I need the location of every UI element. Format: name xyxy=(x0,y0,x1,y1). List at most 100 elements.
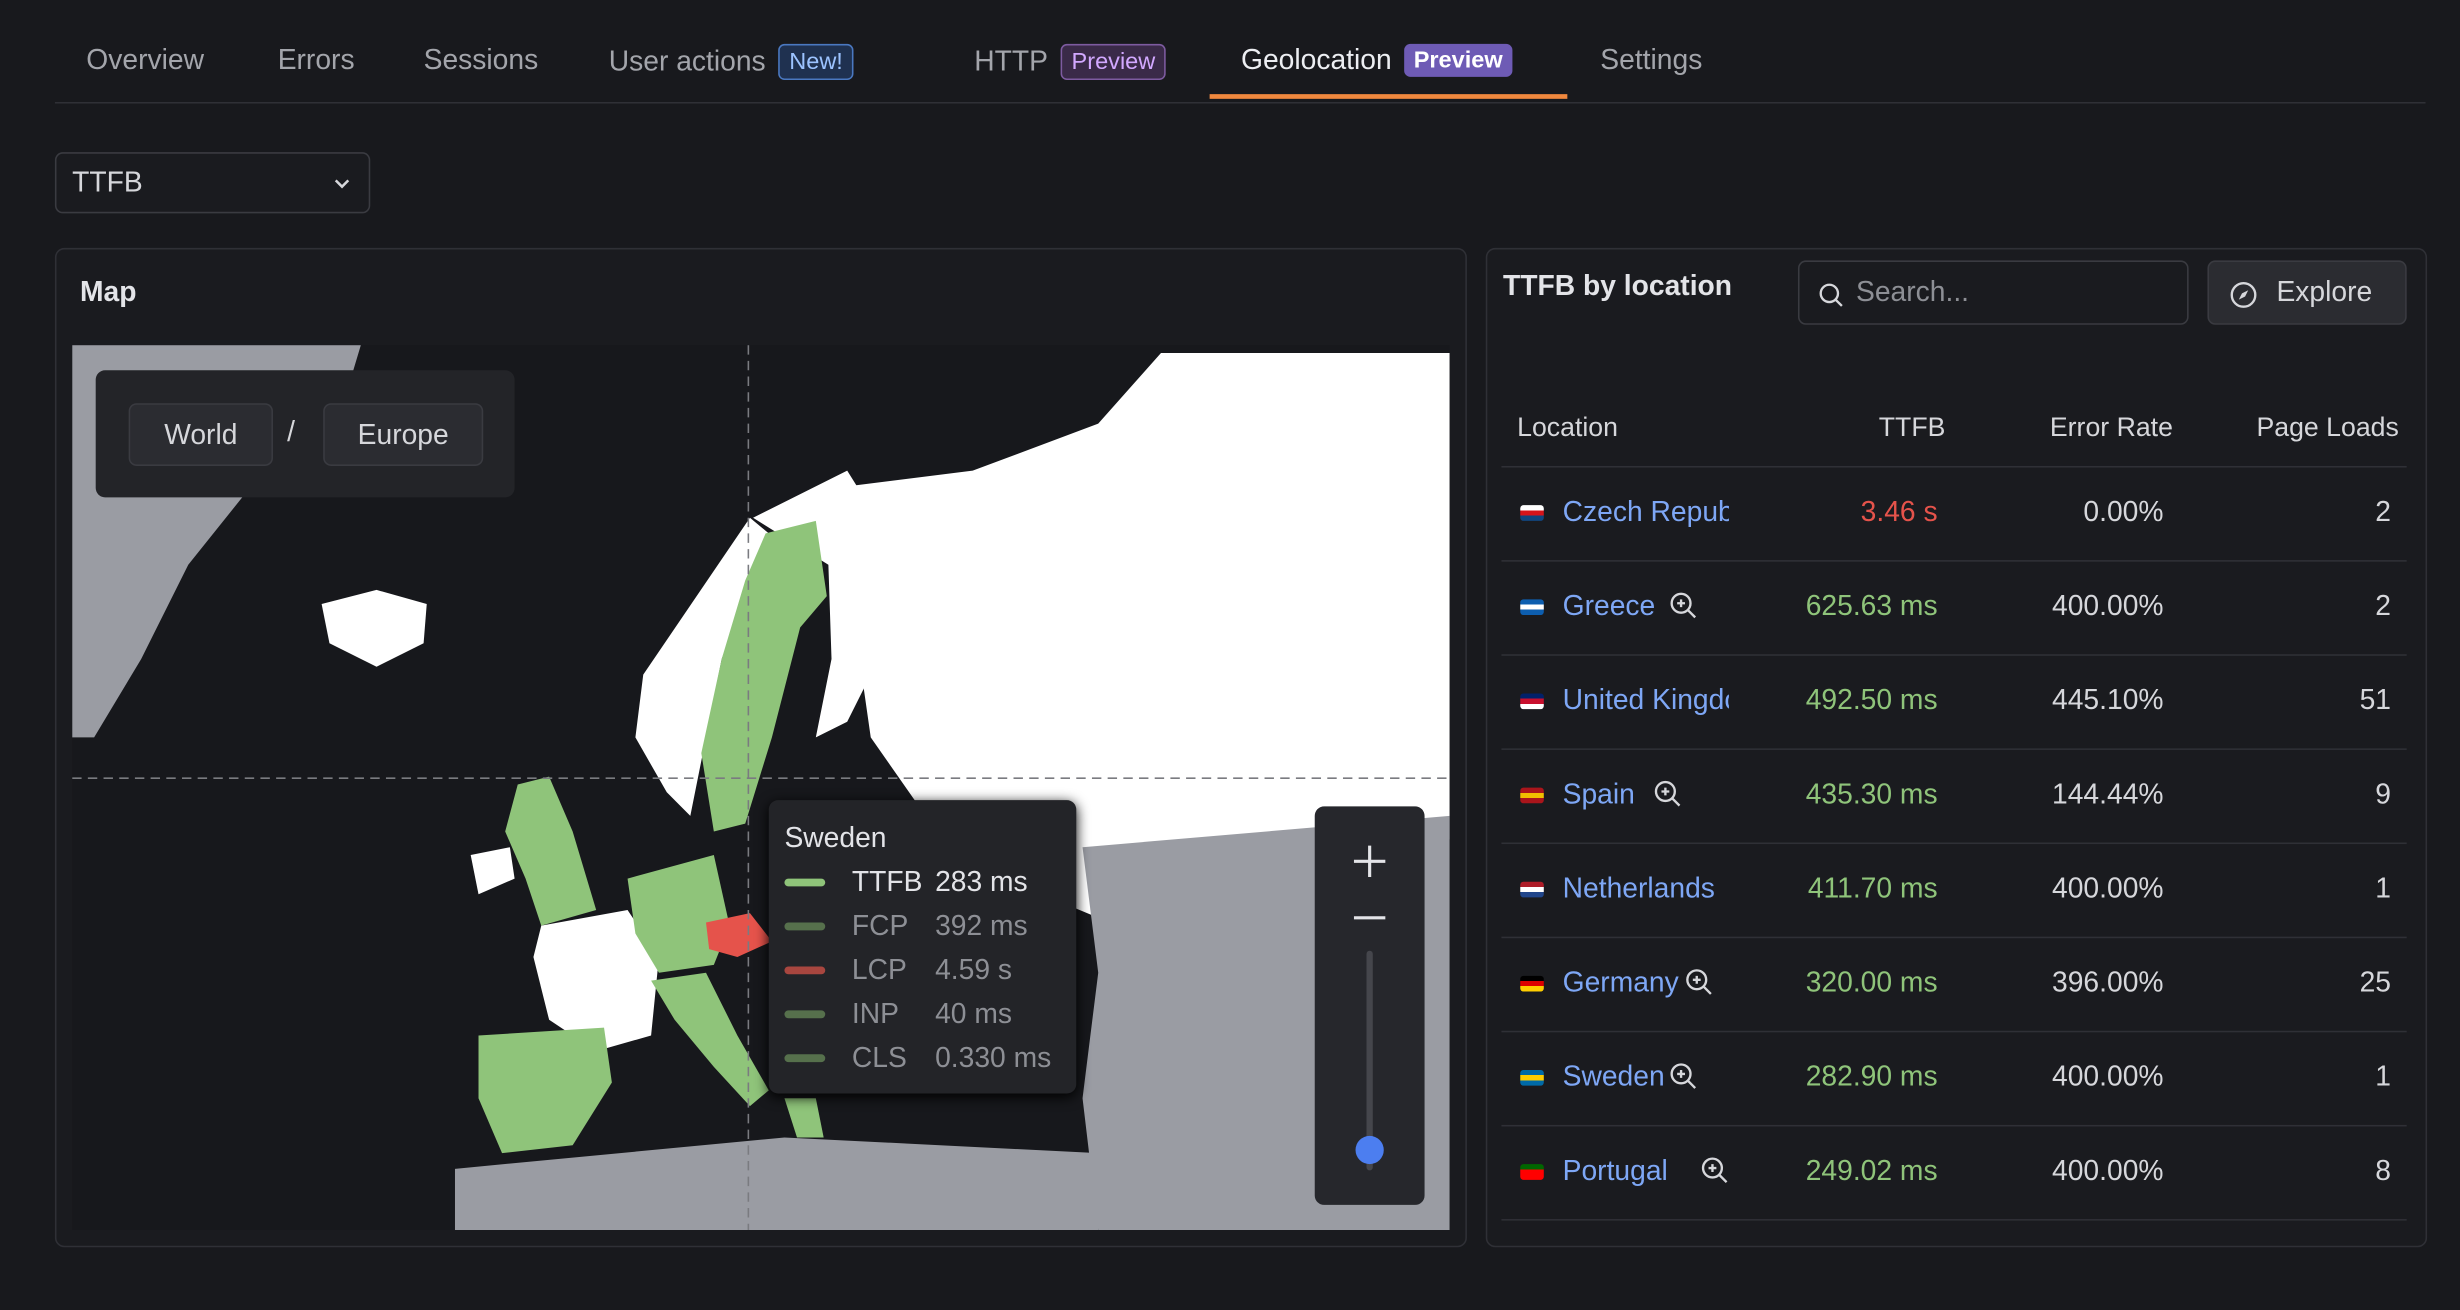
tab-badge: Preview xyxy=(1060,43,1167,81)
column-header: TTFB xyxy=(1878,412,1946,443)
tab[interactable]: User actions New! xyxy=(609,43,854,81)
flag-icon xyxy=(1520,1069,1544,1086)
zoom-to-location[interactable] xyxy=(1669,1062,1697,1090)
zoom-in[interactable] xyxy=(1353,845,1386,878)
zoom-thumb[interactable] xyxy=(1355,1135,1384,1165)
page-loads-cell: 51 xyxy=(2359,684,2392,716)
breadcrumb-separator: / xyxy=(287,415,295,448)
flag-icon xyxy=(1520,881,1544,898)
czech-republic xyxy=(706,913,772,958)
location-link[interactable]: Germany xyxy=(1562,966,1679,998)
error-rate-cell: 144.44% xyxy=(2052,778,2164,810)
search-placeholder: Search... xyxy=(1856,276,1970,308)
active-tab-indicator xyxy=(1209,94,1568,99)
tab-label: Geolocation xyxy=(1240,43,1392,76)
chevron-icon xyxy=(334,179,350,189)
tab-label: Settings xyxy=(1600,43,1703,76)
tooltip-metric: CLS xyxy=(851,1041,907,1074)
zoom-to-location[interactable] xyxy=(1685,968,1713,996)
iceland xyxy=(321,589,427,667)
row-divider xyxy=(1501,654,2407,656)
tooltip-metric: INP xyxy=(851,997,900,1030)
error-rate-cell: 400.00% xyxy=(2052,872,2164,904)
flag-icon xyxy=(1520,975,1544,992)
page-loads-cell: 25 xyxy=(2359,966,2392,998)
tab-border xyxy=(54,101,2426,104)
row-divider xyxy=(1501,1124,2407,1127)
ttfb-cell: 492.50 ms xyxy=(1805,684,1938,716)
breadcrumb-world[interactable]: World xyxy=(128,403,273,466)
tab[interactable]: HTTP Preview xyxy=(974,43,1167,81)
location-link[interactable]: Greece xyxy=(1562,589,1656,622)
tooltip-value: 0.330 ms xyxy=(935,1041,1052,1074)
tab[interactable]: Settings xyxy=(1600,44,1702,77)
table-panel: TTFB by location Search... Explore xyxy=(1485,247,2428,1248)
zoom-icons xyxy=(1353,845,1386,1171)
tooltip-title: Sweden xyxy=(784,822,887,854)
ttfb-cell: 282.90 ms xyxy=(1805,1060,1938,1092)
tooltip-swatch xyxy=(784,1010,826,1019)
flag-icon xyxy=(1520,693,1544,710)
metric-select-value: TTFB xyxy=(72,166,143,198)
tab[interactable]: Sessions xyxy=(424,44,539,77)
column-header: Location xyxy=(1517,412,1618,443)
sweden xyxy=(701,520,827,832)
location-link[interactable]: Sweden xyxy=(1562,1060,1665,1092)
tooltip-metric: TTFB xyxy=(851,866,923,898)
search-input[interactable]: Search... xyxy=(1797,260,2189,325)
explore-label: Explore xyxy=(2276,276,2373,308)
tooltip-metric: FCP xyxy=(851,909,909,942)
ttfb-cell: 3.46 s xyxy=(1860,495,1938,528)
africa xyxy=(454,1137,1099,1231)
row-divider xyxy=(1501,936,2407,939)
zoom-to-location[interactable] xyxy=(1654,780,1682,808)
page-loads-cell: 2 xyxy=(2375,495,2392,528)
flag-icon xyxy=(1520,505,1544,521)
zoom-track xyxy=(1366,950,1373,1171)
explore-icon xyxy=(2230,282,2257,308)
zoom-control xyxy=(1314,806,1425,1205)
error-rate-cell: 445.10% xyxy=(2052,684,2164,716)
location-link[interactable]: United Kingdom xyxy=(1562,684,1729,716)
error-rate-cell: 396.00% xyxy=(2052,966,2164,998)
breadcrumb-europe[interactable]: Europe xyxy=(323,403,484,466)
greece xyxy=(784,1098,824,1138)
flag-icon xyxy=(1520,1164,1544,1180)
tab-badge: Preview xyxy=(1404,43,1513,77)
ttfb-cell: 320.00 ms xyxy=(1805,966,1938,998)
location-link[interactable]: Spain xyxy=(1562,778,1635,810)
page-loads-cell: 1 xyxy=(2375,1060,2392,1092)
germany xyxy=(627,855,730,973)
page-loads-cell: 9 xyxy=(2375,778,2392,810)
page-loads-cell: 8 xyxy=(2375,1154,2392,1187)
ttfb-cell: 625.63 ms xyxy=(1805,589,1938,622)
tooltip-swatch xyxy=(784,966,826,975)
column-header: Error Rate xyxy=(2049,412,2173,443)
tab[interactable]: Geolocation Preview xyxy=(1240,43,1513,77)
tab-badge: New! xyxy=(778,43,854,81)
row-divider xyxy=(1501,465,2407,468)
zoom-to-location[interactable] xyxy=(1701,1156,1729,1184)
row-divider xyxy=(1501,1219,2407,1221)
metric-select[interactable]: TTFB xyxy=(54,152,371,214)
tab[interactable]: Errors xyxy=(278,44,355,77)
explore-button[interactable]: Explore xyxy=(2207,260,2407,325)
uk xyxy=(505,776,597,926)
map-title: Map xyxy=(80,276,137,308)
ttfb-cell: 435.30 ms xyxy=(1805,778,1938,810)
error-rate-cell: 400.00% xyxy=(2052,1060,2164,1092)
tab-label: Overview xyxy=(86,43,204,76)
error-rate-cell: 400.00% xyxy=(2052,589,2164,622)
row-divider xyxy=(1501,842,2407,845)
tab[interactable]: Overview xyxy=(86,44,204,77)
location-link[interactable]: Portugal xyxy=(1562,1154,1668,1187)
flag-icon xyxy=(1520,599,1544,616)
zoom-to-location[interactable] xyxy=(1669,591,1697,619)
tooltip-value: 40 ms xyxy=(935,997,1012,1030)
location-link[interactable]: Czech Republic xyxy=(1562,495,1729,528)
ttfb-cell: 249.02 ms xyxy=(1805,1154,1938,1187)
row-divider xyxy=(1501,560,2407,562)
location-link[interactable]: Netherlands xyxy=(1562,872,1715,904)
france xyxy=(533,909,659,1052)
